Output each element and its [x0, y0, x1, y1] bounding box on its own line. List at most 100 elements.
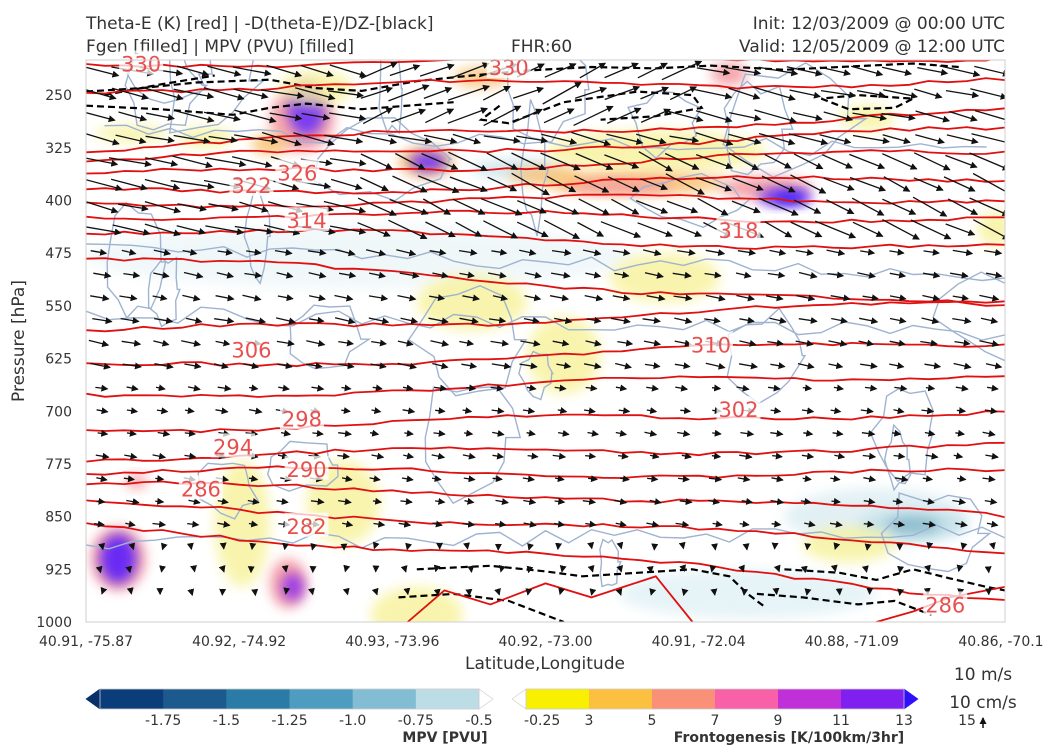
label-backdrop	[119, 50, 164, 75]
colorbar-tick-label: -1.5	[213, 713, 240, 729]
wind-vector	[338, 498, 352, 506]
wind-vector	[924, 362, 942, 370]
wind-vector	[767, 339, 784, 347]
wind-vector	[615, 384, 628, 392]
wind-vector	[636, 199, 669, 214]
field-blob	[527, 316, 601, 394]
field-blob	[86, 225, 638, 289]
wind-vector	[188, 498, 201, 505]
wind-vector	[771, 475, 784, 483]
wind-vector	[710, 588, 718, 596]
colorbar-tip	[478, 688, 494, 710]
wind-vector	[883, 176, 911, 192]
wind-vector	[175, 110, 215, 123]
wind-vector	[181, 340, 202, 347]
wind-vector	[519, 249, 537, 256]
wind-vector	[323, 200, 367, 214]
label-backdrop	[229, 172, 274, 197]
wind-vector	[397, 362, 417, 370]
colorbar-segment	[778, 689, 842, 709]
wind-vector	[97, 429, 109, 437]
wind-vector	[184, 429, 196, 437]
wind-vector	[758, 66, 799, 77]
wind-vector	[282, 542, 290, 551]
wind-vector	[491, 248, 508, 256]
wind-vector	[122, 362, 142, 370]
wind-vector	[540, 152, 581, 171]
wind-vector	[372, 497, 383, 505]
wind-vector	[100, 586, 108, 595]
wind-vector	[431, 475, 442, 483]
wind-vector	[154, 317, 174, 325]
wind-vector	[578, 198, 610, 215]
wind-vector	[234, 109, 277, 124]
wind-vector	[425, 108, 455, 124]
wind-vector	[128, 542, 136, 551]
wind-vector	[338, 430, 352, 438]
x-tick-label: 40.91, -75.87	[39, 634, 133, 650]
wind-vector	[985, 271, 1003, 279]
wind-vector	[311, 384, 325, 392]
wind-vector	[767, 271, 786, 279]
y-tick-label: 1000	[36, 615, 72, 631]
thin-contour	[424, 385, 522, 505]
colorbar-tip	[511, 688, 527, 710]
wind-vector	[447, 107, 489, 124]
wind-vector	[329, 225, 367, 235]
wind-vector	[814, 220, 857, 239]
wind-vector	[786, 66, 823, 77]
wind-vector	[213, 362, 229, 370]
x-tick-label: 40.88, -71.09	[805, 634, 899, 650]
wind-vector	[111, 87, 149, 100]
wind-vector	[524, 271, 542, 279]
theta-e-contour	[86, 465, 1005, 479]
wind-vector	[458, 248, 478, 256]
field-blob	[270, 0, 821, 4]
theta-e-label: 286	[181, 478, 221, 502]
wind-vector	[404, 429, 414, 437]
label-backdrop	[211, 433, 256, 458]
wind-vector	[394, 152, 426, 170]
wind-vector	[428, 317, 449, 325]
wind-vector	[389, 198, 429, 215]
wind-vector	[912, 196, 948, 217]
wind-vector	[310, 498, 325, 506]
plot-area	[86, 0, 1005, 622]
wind-vector	[360, 86, 394, 99]
wind-vector	[422, 198, 452, 215]
wind-vector	[123, 475, 135, 483]
wind-vector	[862, 452, 877, 460]
wind-vector	[207, 65, 242, 77]
colorbar-tick-label: 9	[774, 713, 783, 729]
wind-vector	[308, 271, 327, 279]
wind-vector	[480, 198, 523, 216]
wind-vector	[574, 86, 608, 99]
wind-vector	[277, 362, 293, 370]
thin-contour	[378, 60, 403, 135]
wind-vector	[801, 452, 815, 460]
wind-vector	[498, 564, 506, 573]
wind-vector	[435, 497, 446, 505]
wind-vector	[516, 135, 549, 144]
wind-vector	[368, 294, 389, 302]
wind-vector	[897, 588, 905, 596]
wind-vector	[849, 153, 886, 170]
colorbar-tip	[903, 688, 919, 710]
wind-vector	[307, 587, 315, 596]
theta-e-contour	[86, 193, 1005, 209]
wind-vector	[527, 542, 534, 551]
wind-vector	[864, 543, 872, 551]
colorbar-segment	[226, 689, 290, 709]
wind-vector	[204, 157, 247, 168]
wind-vector	[802, 475, 812, 483]
wind-vector	[239, 201, 269, 213]
wind-vector	[712, 429, 722, 437]
wind-vector	[388, 219, 428, 240]
wind-vector	[269, 112, 303, 122]
wind-vector	[606, 133, 644, 145]
wind-vector	[611, 198, 640, 215]
wind-vector	[764, 154, 792, 169]
wind-vector	[952, 317, 972, 325]
wind-vector	[830, 407, 842, 415]
wind-vector	[157, 430, 171, 437]
